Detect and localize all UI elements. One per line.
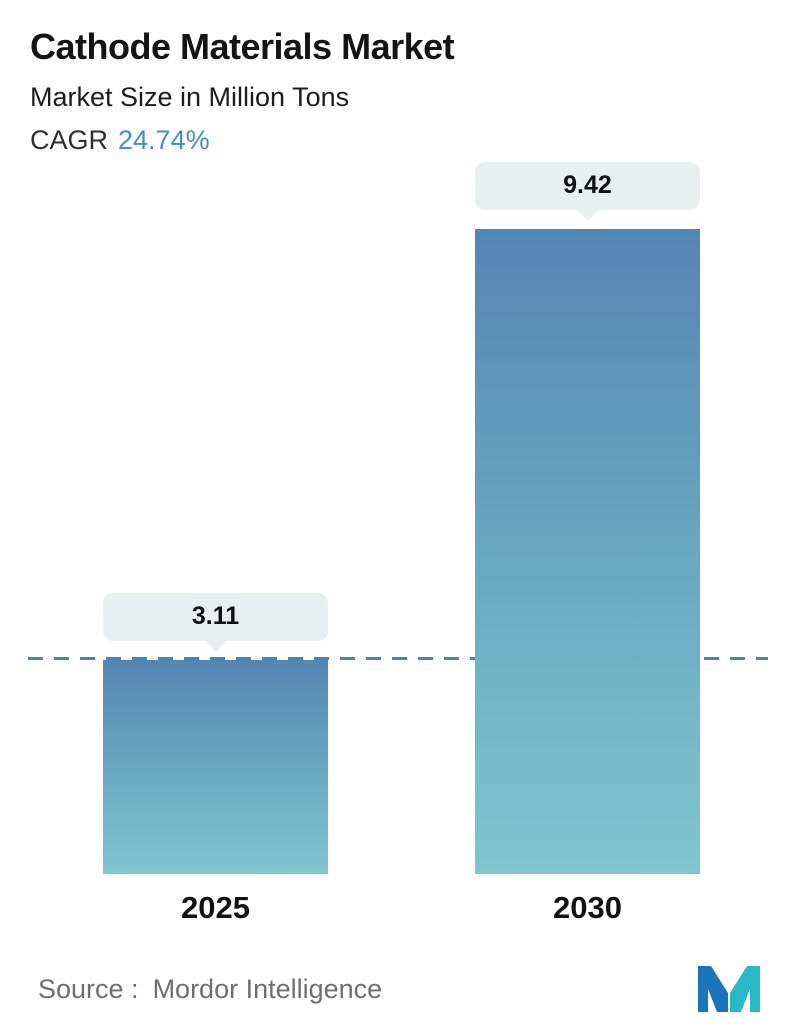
x-label-2025: 2025 [181,890,250,925]
chart-title: Cathode Materials Market [30,26,455,67]
x-label-2030: 2030 [553,890,622,925]
chart-footer: Source : Mordor Intelligence [0,966,796,1012]
dashed-threshold-line [28,657,768,660]
value-callout-2030: 9.42 [475,162,700,221]
chart-header: Cathode Materials Market Market Size in … [0,0,796,156]
cagr-line: CAGR 24.74% [30,125,766,156]
callout-arrow-icon [204,641,227,652]
source-value: Mordor Intelligence [152,973,383,1004]
mordor-intelligence-logo-icon [698,966,760,1012]
source-attribution: Source : Mordor Intelligence [38,974,382,1005]
bar-group-2025: 3.11 [103,162,328,874]
bar-chart: 3.11 9.42 [0,162,796,874]
logo-right-shape [730,966,760,1012]
source-label: Source : [38,973,139,1004]
bar-group-2030: 9.42 [475,162,700,874]
chart-subtitle: Market Size in Million Tons [30,82,350,112]
callout-arrow-icon [576,210,599,221]
bar-2030 [475,229,700,874]
bar-2025 [103,660,328,874]
x-axis-labels: 2025 2030 [0,890,796,926]
logo-left-shape [698,966,728,1012]
cagr-label: CAGR [30,125,109,155]
value-callout-2025: 3.11 [103,593,328,652]
value-label-2025: 3.11 [191,602,240,630]
value-label-2030: 9.42 [563,171,612,199]
cagr-value: 24.74% [118,125,210,155]
